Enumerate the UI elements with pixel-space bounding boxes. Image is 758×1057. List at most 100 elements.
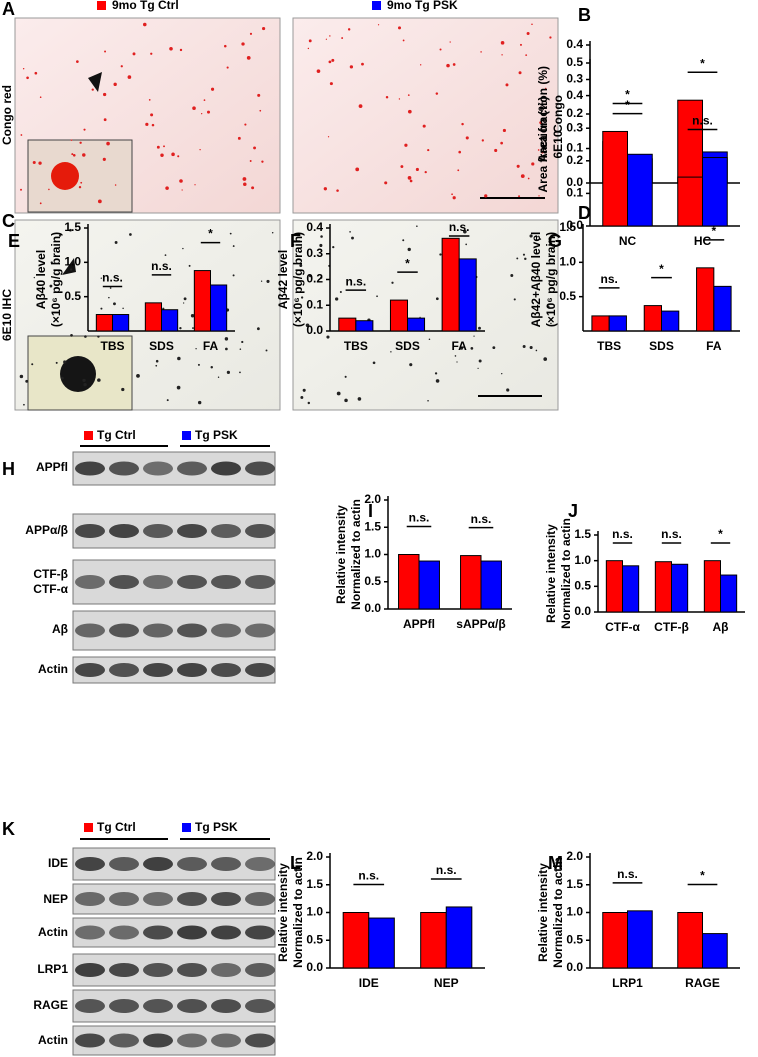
speck <box>424 170 427 174</box>
significance-label: n.s. <box>661 527 682 541</box>
speck <box>83 382 87 387</box>
speck <box>463 229 467 234</box>
blot-strip <box>72 559 276 605</box>
y-tick-label: 0.2 <box>306 272 323 286</box>
speck <box>522 344 526 348</box>
speck <box>210 366 213 369</box>
speck <box>435 379 440 383</box>
speck <box>190 313 195 318</box>
y-tick-label: 0.4 <box>566 37 583 51</box>
bar <box>702 157 728 227</box>
y-tick-label: 0.5 <box>566 55 583 69</box>
speck <box>197 400 202 405</box>
speck <box>300 395 304 399</box>
significance-label: n.s. <box>612 527 633 541</box>
speck <box>72 153 76 157</box>
y-axis-label: Area fraction (%) <box>536 96 550 192</box>
blot-band <box>245 857 275 871</box>
legend-swatch <box>372 1 381 10</box>
y-tick-label: 0.0 <box>566 175 583 189</box>
speck <box>217 376 220 378</box>
y-tick-label: 0.5 <box>559 289 576 303</box>
bar <box>445 906 473 969</box>
bar <box>95 314 114 332</box>
y-axis-label: Relative intensity <box>536 863 550 962</box>
speck <box>409 179 413 183</box>
speck <box>203 99 206 101</box>
y-tick-label: 1.5 <box>566 877 583 891</box>
speck <box>522 253 526 256</box>
speck <box>183 297 187 301</box>
blot-band <box>109 999 139 1013</box>
speck <box>300 296 304 299</box>
y-tick-label: 0.5 <box>306 932 323 946</box>
y-tick-label: 0.0 <box>364 601 381 615</box>
inset <box>27 139 133 213</box>
speck <box>541 150 544 154</box>
significance-label: * <box>711 224 716 238</box>
speck <box>83 128 86 131</box>
blot-band <box>75 623 105 638</box>
bar <box>654 561 673 613</box>
speck <box>546 305 550 308</box>
inset-plaque <box>51 162 79 190</box>
legend-label: Tg PSK <box>195 820 238 834</box>
significance-label: * <box>659 262 664 276</box>
y-tick-label: 0.5 <box>364 574 381 588</box>
blot-band <box>245 663 275 677</box>
speck <box>76 60 79 63</box>
speck <box>349 231 351 233</box>
speck <box>329 35 331 37</box>
speck <box>50 261 53 264</box>
speck <box>349 65 354 69</box>
blot-band <box>143 999 173 1013</box>
y-tick-label: 1.0 <box>566 905 583 919</box>
speck <box>20 188 22 191</box>
speck <box>150 113 154 117</box>
speck <box>171 152 175 157</box>
y-tick-label: 1.5 <box>364 519 381 533</box>
speck <box>224 337 229 341</box>
speck <box>529 345 533 350</box>
speck <box>458 150 462 154</box>
micrograph <box>292 219 559 411</box>
legend-swatch <box>84 823 93 832</box>
panel-letter: D <box>578 203 591 223</box>
blot-band <box>177 575 207 589</box>
speck <box>113 302 116 306</box>
blot-band <box>109 1033 139 1048</box>
speck <box>537 149 540 151</box>
bar <box>389 299 409 332</box>
speck <box>177 356 181 361</box>
blot-band <box>75 925 105 940</box>
speck <box>97 335 100 338</box>
speck <box>179 179 183 183</box>
blot-band <box>75 999 105 1013</box>
blot-band <box>245 925 275 940</box>
speck <box>320 235 323 238</box>
bar <box>112 314 130 332</box>
y-tick-label: 0.3 <box>306 246 323 260</box>
bar <box>696 267 715 332</box>
blot-band <box>211 963 241 977</box>
speck <box>249 32 253 35</box>
speck <box>148 99 151 101</box>
blot-band <box>245 623 275 638</box>
speck <box>176 385 181 390</box>
blot-label: CTF-β <box>33 567 68 581</box>
arrowhead <box>88 72 102 92</box>
x-tick-label: TBS <box>101 339 125 353</box>
blot-band <box>211 663 241 677</box>
speck <box>481 139 484 142</box>
speck <box>402 239 405 242</box>
speck <box>439 48 442 51</box>
speck <box>506 388 510 392</box>
speck <box>242 177 247 181</box>
speck <box>385 96 389 99</box>
blot-band <box>245 892 275 906</box>
blot-band <box>75 663 105 677</box>
y-axis-label: (×10⁶ pg/g brain) <box>49 232 63 327</box>
blot-band <box>109 623 139 638</box>
speck <box>166 399 169 402</box>
y-tick-label: 2.0 <box>306 849 323 863</box>
